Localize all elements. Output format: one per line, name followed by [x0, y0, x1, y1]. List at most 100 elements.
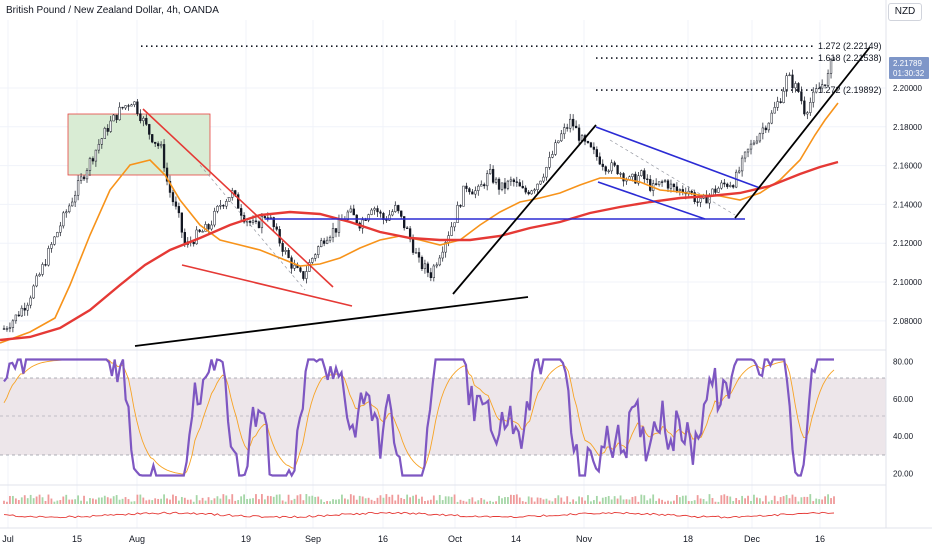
volume-bar [785, 494, 788, 504]
candle-body [441, 251, 444, 259]
candle-body [411, 238, 415, 253]
volume-bar [640, 494, 643, 504]
volume-bar [305, 494, 308, 504]
rsi-tick-label: 20.00 [893, 470, 914, 479]
volume-bar [77, 495, 80, 504]
volume-bar [560, 497, 563, 504]
candle-body [524, 187, 527, 193]
candle-body [106, 128, 109, 132]
candle-body [512, 179, 516, 182]
volume-bar [6, 501, 8, 504]
candle-body [302, 271, 305, 279]
candle-body [675, 186, 679, 191]
candle-body [506, 180, 510, 189]
candle-body [35, 275, 38, 287]
candle-body [47, 248, 50, 266]
rsi-tick-label: 60.00 [893, 395, 914, 404]
rsi-band [0, 378, 886, 455]
volume-bar [696, 495, 699, 504]
candle-body [272, 217, 275, 228]
volume-bar [833, 496, 835, 504]
candle-body [818, 87, 821, 90]
volume-bar [779, 497, 782, 504]
candle-body [376, 208, 379, 213]
volume-bar [723, 494, 726, 504]
volume-bar [830, 498, 832, 504]
candle-body [649, 179, 652, 191]
candle-body [755, 140, 759, 144]
volume-bar [103, 495, 106, 504]
candle-body [373, 208, 376, 211]
candle-body [654, 183, 658, 185]
candle-body [263, 216, 267, 218]
volume-bar [228, 499, 231, 504]
volume-bar [364, 498, 367, 504]
volume-bar [705, 501, 708, 504]
volume-bar [438, 494, 441, 504]
candle-body [403, 216, 406, 229]
candle-body [503, 182, 507, 189]
volume-bar [412, 495, 414, 504]
volume-bar [604, 496, 607, 504]
candle-body [293, 264, 296, 269]
volume-bar [776, 501, 779, 504]
volume-bar [714, 501, 717, 504]
volume-bar [667, 500, 669, 504]
volume-bar [287, 494, 290, 504]
candle-body [723, 182, 726, 185]
volume-bar [355, 499, 358, 504]
candle-body [832, 57, 836, 60]
volume-bar [207, 497, 210, 504]
candle-body [118, 106, 121, 121]
time-tick-label: Oct [448, 534, 463, 544]
candle-body [414, 252, 418, 254]
volume-bar [566, 496, 569, 504]
candle-body [308, 262, 311, 272]
volume-bar [127, 499, 130, 504]
candle-body [820, 84, 824, 89]
volume-bar [738, 500, 741, 504]
candle-body [85, 170, 89, 180]
candle-body [136, 101, 139, 114]
candle-body [159, 144, 163, 147]
price-tick-label: 2.12000 [893, 239, 922, 248]
candle-body [79, 176, 83, 181]
blue-flag-lower [597, 181, 706, 220]
candle-body [216, 205, 219, 212]
volume-bar [284, 501, 287, 504]
candle-body [610, 162, 613, 172]
volume-bar [509, 494, 512, 504]
volume-bar [554, 498, 557, 504]
volume-bar [424, 501, 426, 504]
candle-body [124, 105, 127, 109]
volume-bar [195, 495, 198, 504]
volume-bar [806, 496, 809, 504]
candle-body [788, 74, 791, 77]
fib-level-label: 1.272 (2.19892) [818, 85, 882, 95]
currency-button[interactable]: NZD [888, 3, 922, 21]
candle-body [174, 201, 178, 207]
volume-bar [658, 498, 661, 504]
candle-body [797, 83, 800, 92]
candle-body [657, 181, 661, 185]
candle-body [604, 166, 607, 172]
candle-body [643, 170, 646, 180]
candle-body [325, 239, 329, 244]
volume-bar [598, 501, 601, 504]
candle-body [370, 209, 373, 215]
volume-bar [717, 501, 720, 504]
volume-bar [157, 498, 160, 504]
volume-bar [163, 494, 165, 504]
volume-bar [352, 495, 355, 504]
volume-ma-line [3, 511, 835, 519]
volume-bar [222, 494, 225, 504]
volume-bar [803, 496, 806, 504]
candle-body [275, 226, 278, 230]
volume-bar [115, 495, 118, 504]
candle-body [767, 122, 770, 131]
candle-body [509, 179, 513, 182]
candle-body [44, 264, 47, 266]
candle-body [619, 173, 622, 175]
candle-body [97, 143, 101, 151]
